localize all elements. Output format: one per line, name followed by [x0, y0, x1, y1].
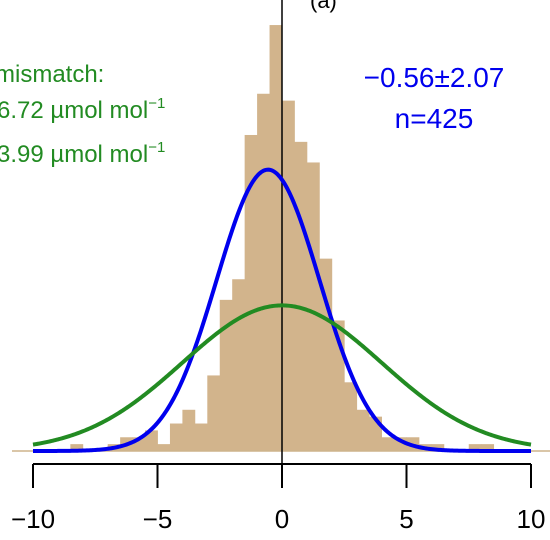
- histogram-bar: [145, 430, 158, 451]
- histogram-bar: [182, 409, 196, 451]
- blue-n-label: n=425: [395, 103, 474, 134]
- green-value-1-text: 6.72 µmol mol: [0, 97, 148, 124]
- green-value-2-text: 3.99 µmol mol: [0, 141, 148, 168]
- x-tick-label: −5: [143, 504, 173, 534]
- green-value-2-sup: −1: [148, 139, 165, 156]
- x-tick-label: −10: [11, 504, 55, 534]
- histogram-bar: [468, 444, 482, 451]
- green-mismatch-label: mismatch:: [0, 61, 104, 88]
- green-value-1: 6.72 µmol mol−1: [0, 95, 165, 124]
- histogram-bar: [169, 423, 183, 451]
- histogram-bars: [70, 25, 495, 452]
- density-curves: [32, 167, 532, 453]
- histogram-bar: [70, 444, 84, 451]
- histogram-bar: [207, 375, 221, 451]
- histogram-bar: [481, 444, 495, 451]
- x-axis: −10 −5 0 5 10: [11, 463, 546, 534]
- histogram-bar: [306, 162, 320, 451]
- histogram-bar: [244, 134, 258, 452]
- histogram-bar: [194, 423, 208, 451]
- x-tick-label: 0: [275, 504, 289, 534]
- density-curve: [33, 167, 531, 453]
- histogram-bar: [356, 409, 370, 451]
- histogram-bar: [431, 444, 445, 451]
- histogram-bar: [157, 444, 171, 451]
- green-value-1-sup: −1: [148, 95, 165, 112]
- x-tick-label: 5: [399, 504, 413, 534]
- histogram-bar: [344, 382, 358, 451]
- histogram-bar: [257, 93, 270, 451]
- green-value-2: 3.99 µmol mol−1: [0, 139, 165, 168]
- histogram-bar: [381, 437, 395, 451]
- histogram-bar: [282, 100, 295, 451]
- density-curve: [32, 303, 532, 447]
- panel-label: (a): [310, 0, 337, 13]
- histogram-bar: [219, 299, 233, 451]
- histogram-bar: [232, 279, 246, 451]
- blue-stat-label: −0.56±2.07: [364, 62, 505, 93]
- x-tick-label: 10: [517, 504, 546, 534]
- histogram-bar: [269, 25, 283, 452]
- histogram-bar: [294, 141, 308, 451]
